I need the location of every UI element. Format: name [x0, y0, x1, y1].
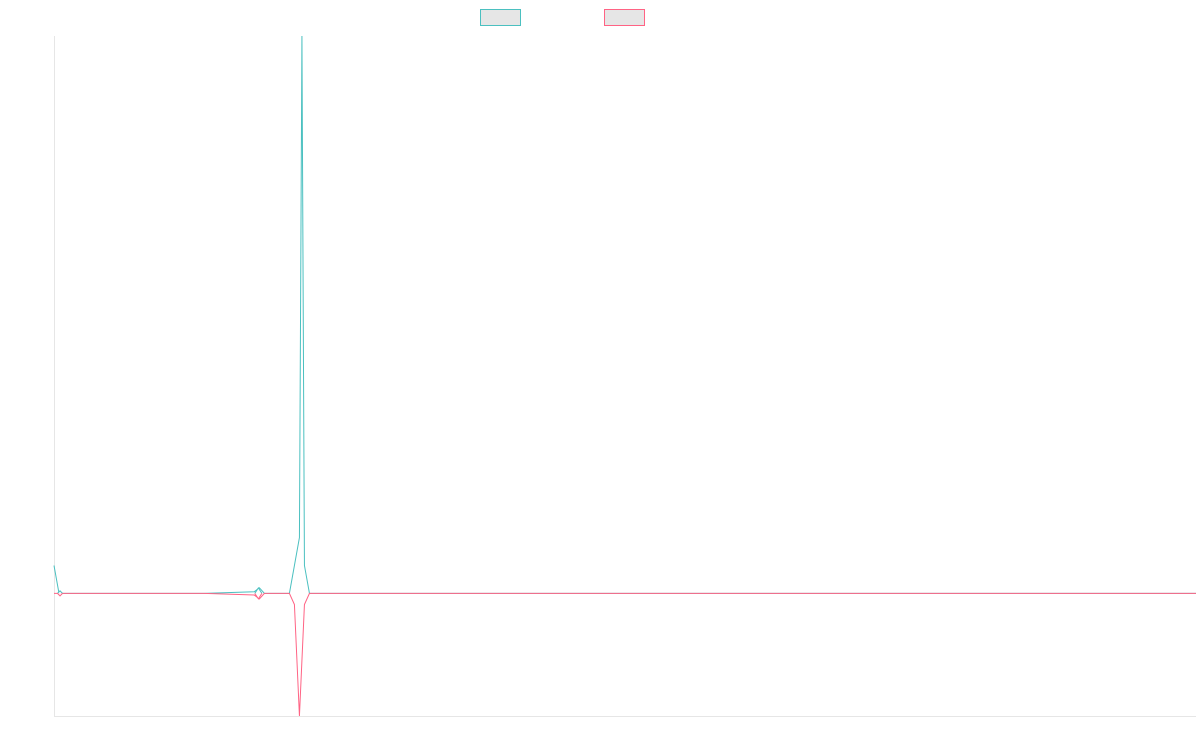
series-1-line — [53, 35, 1196, 594]
legend-swatch-series-2[interactable] — [604, 9, 645, 26]
legend-swatch-series-1[interactable] — [480, 9, 521, 26]
series-2-line — [54, 592, 1196, 717]
data-point-marker-1-upper — [57, 590, 63, 594]
data-point-marker-1-lower — [57, 593, 63, 597]
data-point-marker-2-upper — [254, 586, 263, 594]
data-point-marker-2-lower — [254, 593, 263, 600]
